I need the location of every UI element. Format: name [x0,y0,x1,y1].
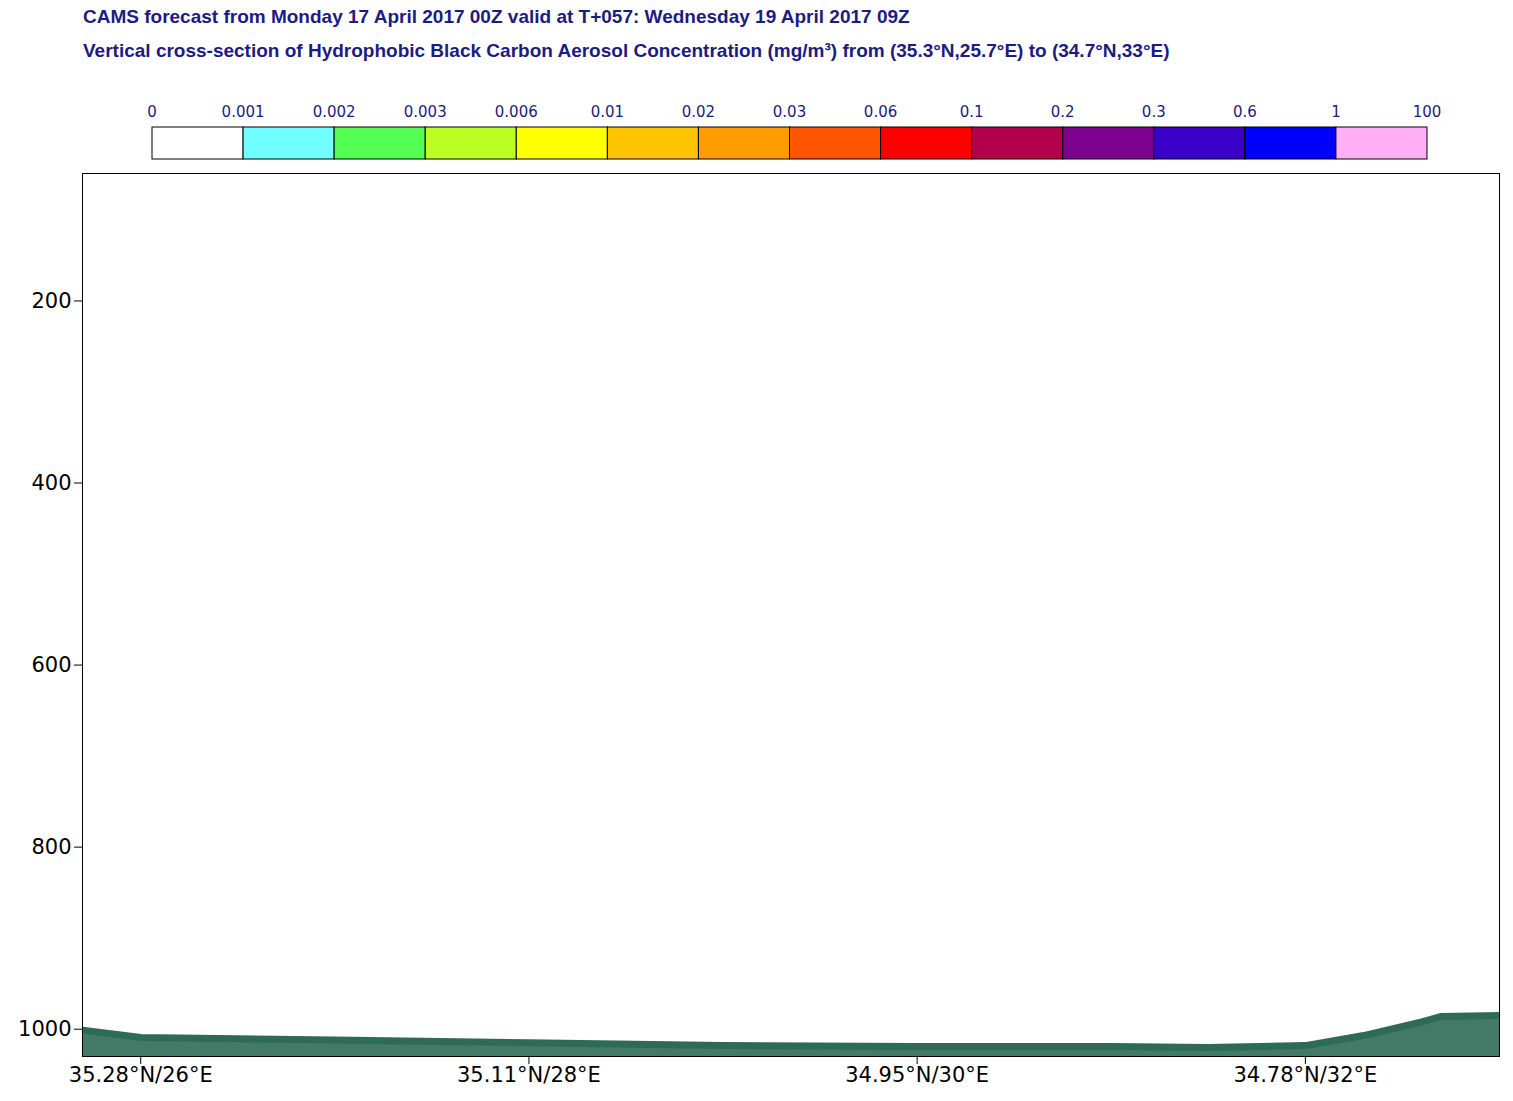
svg-text:1000: 1000 [18,1017,71,1041]
svg-text:0.03: 0.03 [773,103,806,121]
svg-text:1: 1 [1331,103,1341,121]
svg-text:0.003: 0.003 [404,103,447,121]
svg-text:0.06: 0.06 [864,103,897,121]
svg-text:0: 0 [147,103,157,121]
svg-text:0.2: 0.2 [1051,103,1075,121]
html-text:Vertical cross-section of Hydr: Vertical cross-section of Hydrophobic Bl… [83,40,1170,61]
html-text:CAMS forecast from Monday 17 A: CAMS forecast from Monday 17 April 2017 … [83,6,910,27]
svg-text:35.28°N/26°E: 35.28°N/26°E [69,1063,213,1087]
svg-text:400: 400 [31,471,71,495]
svg-text:0.6: 0.6 [1233,103,1257,121]
svg-text:100: 100 [1413,103,1442,121]
svg-text:0.3: 0.3 [1142,103,1166,121]
svg-text:34.78°N/32°E: 34.78°N/32°E [1233,1063,1377,1087]
svg-text:0.1: 0.1 [960,103,984,121]
svg-text:34.95°N/30°E: 34.95°N/30°E [845,1063,989,1087]
svg-text:600: 600 [31,653,71,677]
svg-text:0.001: 0.001 [222,103,265,121]
svg-text:0.02: 0.02 [682,103,715,121]
svg-text:35.11°N/28°E: 35.11°N/28°E [457,1063,601,1087]
svg-text:0.01: 0.01 [591,103,624,121]
svg-text:0.002: 0.002 [313,103,356,121]
svg-text:200: 200 [31,289,71,313]
svg-text:800: 800 [31,835,71,859]
svg-text:0.006: 0.006 [495,103,538,121]
